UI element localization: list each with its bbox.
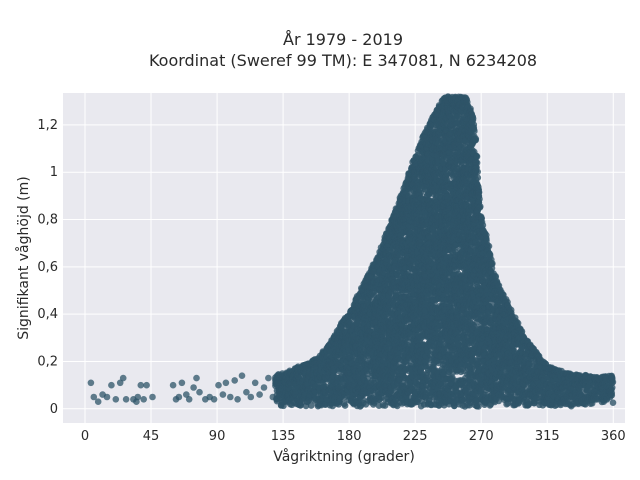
data-point xyxy=(122,396,130,403)
data-point xyxy=(149,393,156,401)
data-point xyxy=(260,384,268,391)
data-point xyxy=(219,391,227,398)
data-point xyxy=(238,372,246,380)
data-point xyxy=(247,393,255,401)
data-point xyxy=(251,379,259,387)
data-point xyxy=(307,402,315,409)
data-point xyxy=(112,396,120,403)
data-point xyxy=(169,381,177,389)
data-point xyxy=(215,381,222,389)
data-point xyxy=(185,396,193,403)
data-point xyxy=(134,393,142,401)
data-point xyxy=(193,374,200,382)
data-point xyxy=(227,393,234,401)
data-point xyxy=(178,379,186,387)
data-point xyxy=(210,396,218,403)
chart-subtitle: Koordinat (Sweref 99 TM): E 347081, N 62… xyxy=(149,51,537,70)
data-point xyxy=(190,384,197,391)
data-point xyxy=(234,396,241,403)
data-point xyxy=(87,379,95,387)
data-point xyxy=(143,381,150,389)
chart-title: År 1979 - 2019 xyxy=(283,30,403,49)
data-point xyxy=(265,374,272,382)
data-point xyxy=(196,388,203,396)
data-point xyxy=(231,377,238,384)
data-points xyxy=(87,93,617,410)
data-point xyxy=(116,379,124,387)
data-point xyxy=(137,381,145,389)
data-point xyxy=(140,396,147,403)
data-point xyxy=(103,393,111,401)
data-point xyxy=(243,388,250,396)
data-point xyxy=(341,402,349,409)
data-point xyxy=(256,391,263,398)
data-point xyxy=(175,393,183,401)
data-point xyxy=(90,393,98,401)
data-point xyxy=(119,374,127,382)
data-point xyxy=(94,398,102,406)
data-point xyxy=(335,401,343,408)
data-point xyxy=(108,381,115,389)
data-point xyxy=(222,379,230,387)
